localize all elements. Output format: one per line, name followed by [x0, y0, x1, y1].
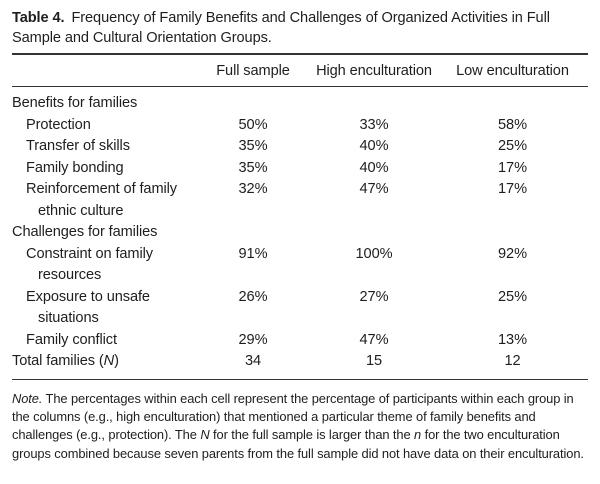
table-row: Benefits for families	[12, 87, 588, 115]
cell-value: 17%	[498, 181, 527, 197]
cell-value	[311, 222, 437, 244]
row-label-text: Benefits for families	[12, 95, 138, 111]
cell-value: 47%	[359, 181, 389, 197]
table-header: Full sample High enculturation Low encul…	[12, 54, 588, 87]
cell-value: 32%	[238, 181, 268, 197]
row-label: Challenges for families	[12, 222, 195, 244]
row-label: Family bonding	[12, 158, 195, 180]
frequency-table: Full sample High enculturation Low encul…	[12, 53, 588, 380]
cell-value: 33%	[359, 116, 389, 133]
cell-value: 25%	[498, 138, 527, 154]
cell-value	[195, 222, 311, 244]
cell-value: 13%	[498, 331, 527, 348]
cell-value: 17%	[498, 159, 527, 176]
table-row: Constraint on family resources 91% 100% 92%	[12, 244, 588, 287]
cell-value: 25%	[498, 288, 527, 305]
cell-value: 26%	[238, 288, 268, 305]
cell-value: 35%	[238, 138, 268, 154]
cell-value: 47%	[359, 331, 389, 348]
cell-value	[311, 87, 437, 115]
row-label: Constraint on family resources	[12, 244, 195, 287]
cell-value: 40%	[359, 159, 389, 176]
table-row: Transfer of skills 35% 40% 25%	[12, 136, 588, 158]
row-label-continuation: resources	[38, 267, 102, 283]
row-label-text: Challenges for families	[12, 224, 158, 240]
cell-value: 15	[311, 351, 437, 380]
row-label-text: Total families (N)	[12, 353, 119, 369]
row-label: Transfer of skills	[12, 136, 195, 158]
table-note: Note. The percentages within each cell r…	[12, 390, 584, 461]
row-label: Exposure to unsafe situations	[12, 287, 195, 330]
cell-value	[195, 87, 311, 115]
table-row: Family conflict 29% 47% 13%	[12, 330, 588, 352]
col-header-high-enculturation: High enculturation	[311, 54, 437, 87]
col-header-full-sample: Full sample	[195, 54, 311, 87]
row-label: Reinforcement of family ethnic culture	[12, 179, 195, 222]
row-label-text: Family conflict	[26, 331, 117, 348]
row-label-continuation: situations	[38, 310, 99, 326]
row-label-text: Transfer of skills	[26, 138, 130, 154]
header-row: Full sample High enculturation Low encul…	[12, 54, 588, 87]
row-label-continuation: ethnic culture	[38, 202, 124, 219]
row-label-text: Family bonding	[26, 159, 124, 176]
row-label: Benefits for families	[12, 87, 195, 115]
row-label: Protection	[12, 115, 195, 137]
cell-value: 35%	[238, 159, 268, 176]
row-label-text: Reinforcement of family	[26, 181, 177, 197]
row-label-text: Constraint on family	[26, 245, 153, 262]
table-body: Benefits for families Protection 50% 33% 58%…	[12, 87, 588, 380]
row-label: Family conflict	[12, 330, 195, 352]
row-label: Total families (N)	[12, 351, 195, 380]
cell-value: 92%	[498, 245, 527, 262]
table-row: Challenges for families	[12, 222, 588, 244]
row-label-text: Exposure to unsafe	[26, 288, 150, 305]
cell-value: 50%	[238, 116, 268, 133]
row-label-text: Protection	[26, 116, 91, 133]
cell-value	[437, 87, 588, 115]
cell-value: 40%	[359, 138, 389, 154]
cell-value: 12	[437, 351, 588, 380]
cell-value: 91%	[238, 245, 268, 262]
table-row: Total families (N) 34 15 12	[12, 351, 588, 380]
cell-value	[437, 222, 588, 244]
cell-value: 100%	[355, 245, 393, 262]
table-row: Family bonding 35% 40% 17%	[12, 158, 588, 180]
table-number: Table 4.	[12, 10, 65, 26]
cell-value: 27%	[359, 288, 389, 305]
cell-value: 58%	[498, 116, 527, 133]
col-header-low-enculturation: Low enculturation	[437, 54, 588, 87]
table-caption: Table 4. Frequency of Family Benefits and…	[12, 9, 588, 48]
table-row: Exposure to unsafe situations 26% 27% 25%	[12, 287, 588, 330]
table-row: Reinforcement of family ethnic culture 32%…	[12, 179, 588, 222]
stub-header	[12, 54, 195, 87]
table-row: Protection 50% 33% 58%	[12, 115, 588, 137]
cell-value: 34	[195, 351, 311, 380]
cell-value: 29%	[238, 331, 268, 348]
table-title: Frequency of Family Benefits and Challen…	[12, 10, 550, 46]
